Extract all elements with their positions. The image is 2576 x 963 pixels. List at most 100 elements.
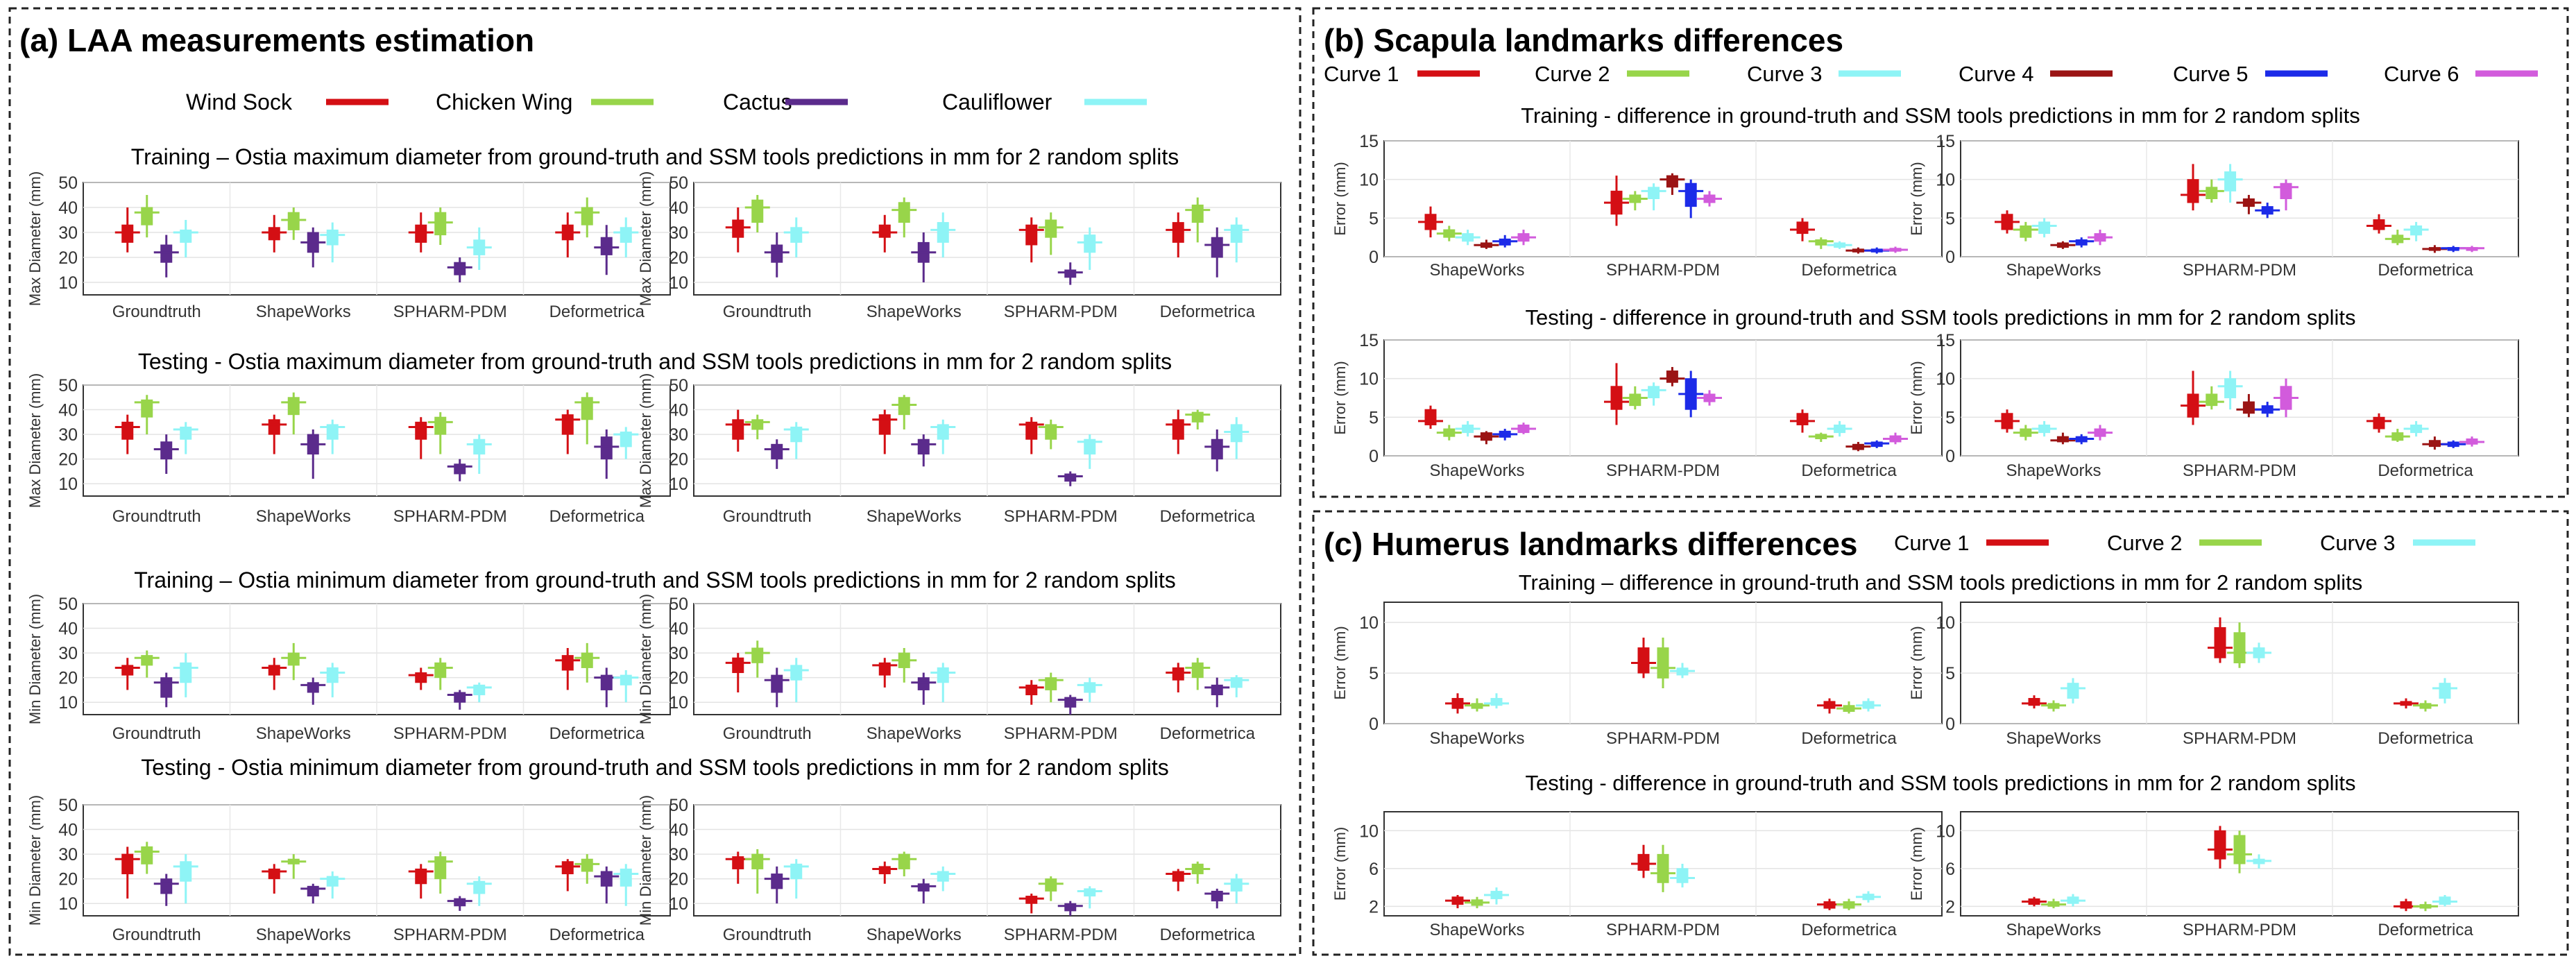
box-iqr [1191,662,1204,679]
x-tick-label: SPHARM-PDM [2183,921,2296,939]
legend-label: Curve 3 [2320,531,2396,555]
x-tick-label: ShapeWorks [1430,461,1525,480]
y-tick-label: 40 [58,821,78,840]
box-iqr [2373,416,2385,429]
x-tick-label: SPHARM-PDM [1606,921,1720,939]
box-iqr [268,227,280,241]
box-iqr [2028,698,2040,706]
y-tick-label: 40 [58,198,78,218]
x-tick-label: Deformetrica [1801,261,1897,280]
box-iqr [415,421,427,440]
y-tick-label: 2 [1369,897,1379,917]
box-iqr [121,853,134,875]
box-iqr [1629,393,1641,407]
box-iqr [2056,436,2069,443]
box-iqr [287,652,300,666]
box-iqr [160,677,173,698]
box-iqr [2075,239,2088,246]
x-tick-label: Deformetrica [549,507,645,526]
x-tick-label: SPHARM-PDM [1004,724,1118,743]
box-iqr [581,207,593,225]
plot-a-train-max-0: 10 20 30 40 50 Max Diameter (mm) Groundtruth Sh… [26,171,671,321]
box-iqr [751,199,764,223]
y-tick-label: 5 [1369,664,1379,683]
box-iqr [1172,419,1184,440]
y-tick-label: 0 [1369,447,1379,466]
box-iqr [790,426,803,443]
box-iqr [454,898,466,907]
plot-a-train-min-0: 10 20 30 40 50 Min Diameter (mm) Groundtruth Sh… [26,594,671,743]
x-tick-label: Deformetrica [2378,261,2473,280]
y-tick-label: 20 [669,248,688,268]
chart-c-test: Testing - difference in ground-truth and… [1331,771,2519,939]
y-tick-label: 10 [58,894,78,914]
box-iqr [2206,393,2218,407]
y-axis-label: Min Diameter (mm) [26,594,44,724]
legend-label: Cactus [723,90,792,114]
y-tick-label: 0 [1369,248,1379,267]
plot-a-test-min-0: 10 20 30 40 50 Min Diameter (mm) Groundtruth Sh… [26,795,671,944]
box-iqr [1025,421,1038,440]
y-tick-label: 5 [1945,408,1955,427]
y-axis-label: Error (mm) [1331,361,1349,434]
box-iqr [1648,386,1660,398]
y-tick-label: 10 [1359,821,1379,841]
x-tick-label: SPHARM-PDM [393,302,507,321]
legend-label: Curve 2 [2107,531,2183,555]
box-iqr [732,657,744,674]
x-tick-label: SPHARM-PDM [1606,461,1720,480]
box-iqr [878,414,891,435]
x-tick-label: ShapeWorks [1430,921,1525,939]
x-tick-label: Deformetrica [2378,729,2473,748]
panel-b-title: (b) Scapula landmarks differences [1324,22,1843,58]
x-tick-label: Groundtruth [723,302,812,321]
box-iqr [1657,647,1669,679]
y-tick-label: 5 [1369,209,1379,228]
y-tick-label: 15 [1359,331,1379,350]
box-iqr [415,868,427,885]
legend-label: Chicken Wing [436,90,572,114]
x-tick-label: ShapeWorks [867,302,962,321]
x-tick-label: Deformetrica [1160,302,1256,321]
y-tick-label: 10 [1936,821,1955,841]
box-iqr [561,655,574,671]
legend-label: Curve 2 [1535,62,1610,86]
box-iqr [581,652,593,668]
box-iqr [1684,182,1697,207]
x-tick-label: Deformetrica [1801,461,1897,480]
x-tick-label: Groundtruth [112,724,201,743]
legend-label: Curve 3 [1747,62,1823,86]
y-tick-label: 10 [1359,370,1379,389]
chart-title: Training – Ostia maximum diameter from g… [131,144,1179,169]
box-iqr [326,229,339,246]
box-iqr [2214,627,2226,658]
box-iqr [1045,219,1057,238]
box-iqr [1084,888,1096,897]
y-tick-label: 40 [669,821,688,840]
box-iqr [1172,222,1184,243]
chart-title: Testing - difference in ground-truth and… [1526,771,2356,795]
chart-a-train-max: Training – Ostia maximum diameter from g… [26,144,1281,321]
x-tick-label: Deformetrica [1801,921,1897,939]
y-tick-label: 10 [669,273,688,293]
box-iqr [2038,221,2051,235]
box-iqr [620,432,632,448]
x-tick-label: SPHARM-PDM [2183,729,2296,748]
box-iqr [937,667,949,683]
y-tick-label: 5 [1945,664,1955,683]
box-iqr [160,878,173,894]
y-axis-label: Max Diameter (mm) [26,171,44,306]
x-tick-label: SPHARM-PDM [1004,302,1118,321]
chart-title: Training – Ostia minimum diameter from g… [134,568,1176,593]
box-iqr [581,858,593,872]
box-iqr [1637,853,1650,871]
box-iqr [2067,683,2079,699]
box-iqr [121,224,134,243]
box-iqr [1064,903,1077,912]
box-iqr [917,883,930,892]
plot-frame [1960,339,2519,457]
box-iqr [2233,835,2246,864]
box-iqr [415,224,427,243]
